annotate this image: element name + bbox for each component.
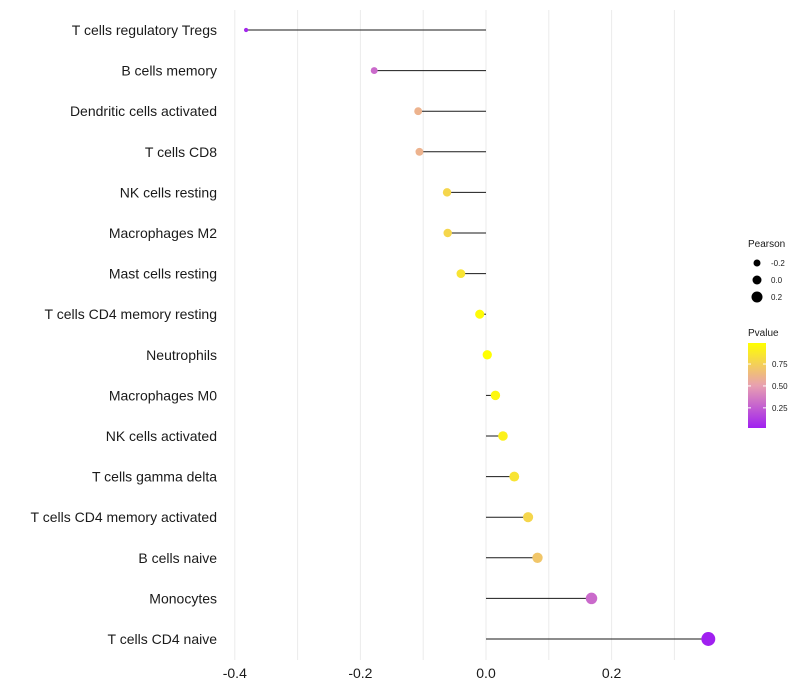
lollipop-point (701, 632, 716, 646)
color-legend-title: Pvalue (748, 328, 779, 339)
x-tick-label: 0.0 (476, 665, 496, 681)
color-legend-label: 0.50 (772, 382, 788, 391)
lollipop-point (243, 27, 249, 33)
color-legend-label: 0.25 (772, 404, 788, 413)
lollipop-point (443, 228, 452, 238)
grid-layer (234, 10, 675, 660)
lollipop-point (475, 309, 485, 319)
x-tick-label: -0.4 (223, 665, 247, 681)
point-layer (243, 27, 716, 646)
size-legend-dot (753, 259, 761, 267)
color-legend-bar (748, 343, 766, 428)
lollipop-point (490, 390, 501, 401)
category-label: T cells gamma delta (92, 469, 217, 485)
category-label: Macrophages M2 (109, 225, 217, 241)
lollipop-point (442, 188, 452, 197)
lollipop-point (532, 552, 543, 563)
size-legend-title: Pearson (748, 239, 785, 250)
category-label: B cells memory (121, 63, 217, 79)
lollipop-point (414, 107, 423, 116)
category-label: Dendritic cells activated (70, 103, 217, 119)
x-axis-tick-labels: -0.4 -0.2 0.0 0.2 (223, 665, 622, 681)
category-label: NK cells resting (120, 184, 217, 200)
x-tick-label: 0.2 (602, 665, 622, 681)
size-legend-label: 0.2 (771, 293, 783, 302)
category-label: Macrophages M0 (109, 387, 217, 403)
size-legend-dot (752, 275, 762, 285)
x-tick-label: -0.2 (348, 665, 372, 681)
category-label: T cells CD4 memory resting (45, 306, 217, 322)
category-label: Monocytes (149, 590, 217, 606)
size-legend-label: -0.2 (771, 259, 785, 268)
size-legend-dot (751, 291, 763, 303)
category-labels: T cells regulatory Tregs B cells memory De… (31, 22, 218, 647)
category-label: T cells regulatory Tregs (72, 22, 217, 38)
lollipop-point (585, 592, 598, 605)
lollipop-point (456, 269, 466, 278)
stem-layer (246, 29, 709, 640)
lollipop-point (523, 512, 534, 523)
lollipop-point (509, 471, 520, 482)
lollipop-point (370, 67, 378, 75)
category-label: Mast cells resting (109, 266, 217, 282)
legend: Pearson -0.2 0.0 0.2 Pvalue 0.75 0.50 0.25 (748, 239, 788, 428)
color-legend-label: 0.75 (772, 360, 788, 369)
category-label: T cells CD4 memory activated (31, 509, 217, 525)
category-label: NK cells activated (106, 428, 217, 444)
category-label: B cells naive (138, 550, 217, 566)
category-label: T cells CD4 naive (108, 631, 218, 647)
lollipop-point (498, 431, 508, 441)
lollipop-point (482, 350, 492, 360)
lollipop-point (415, 147, 424, 156)
size-legend-label: 0.0 (771, 276, 783, 285)
category-label: T cells CD8 (145, 144, 217, 160)
category-label: Neutrophils (146, 347, 217, 363)
